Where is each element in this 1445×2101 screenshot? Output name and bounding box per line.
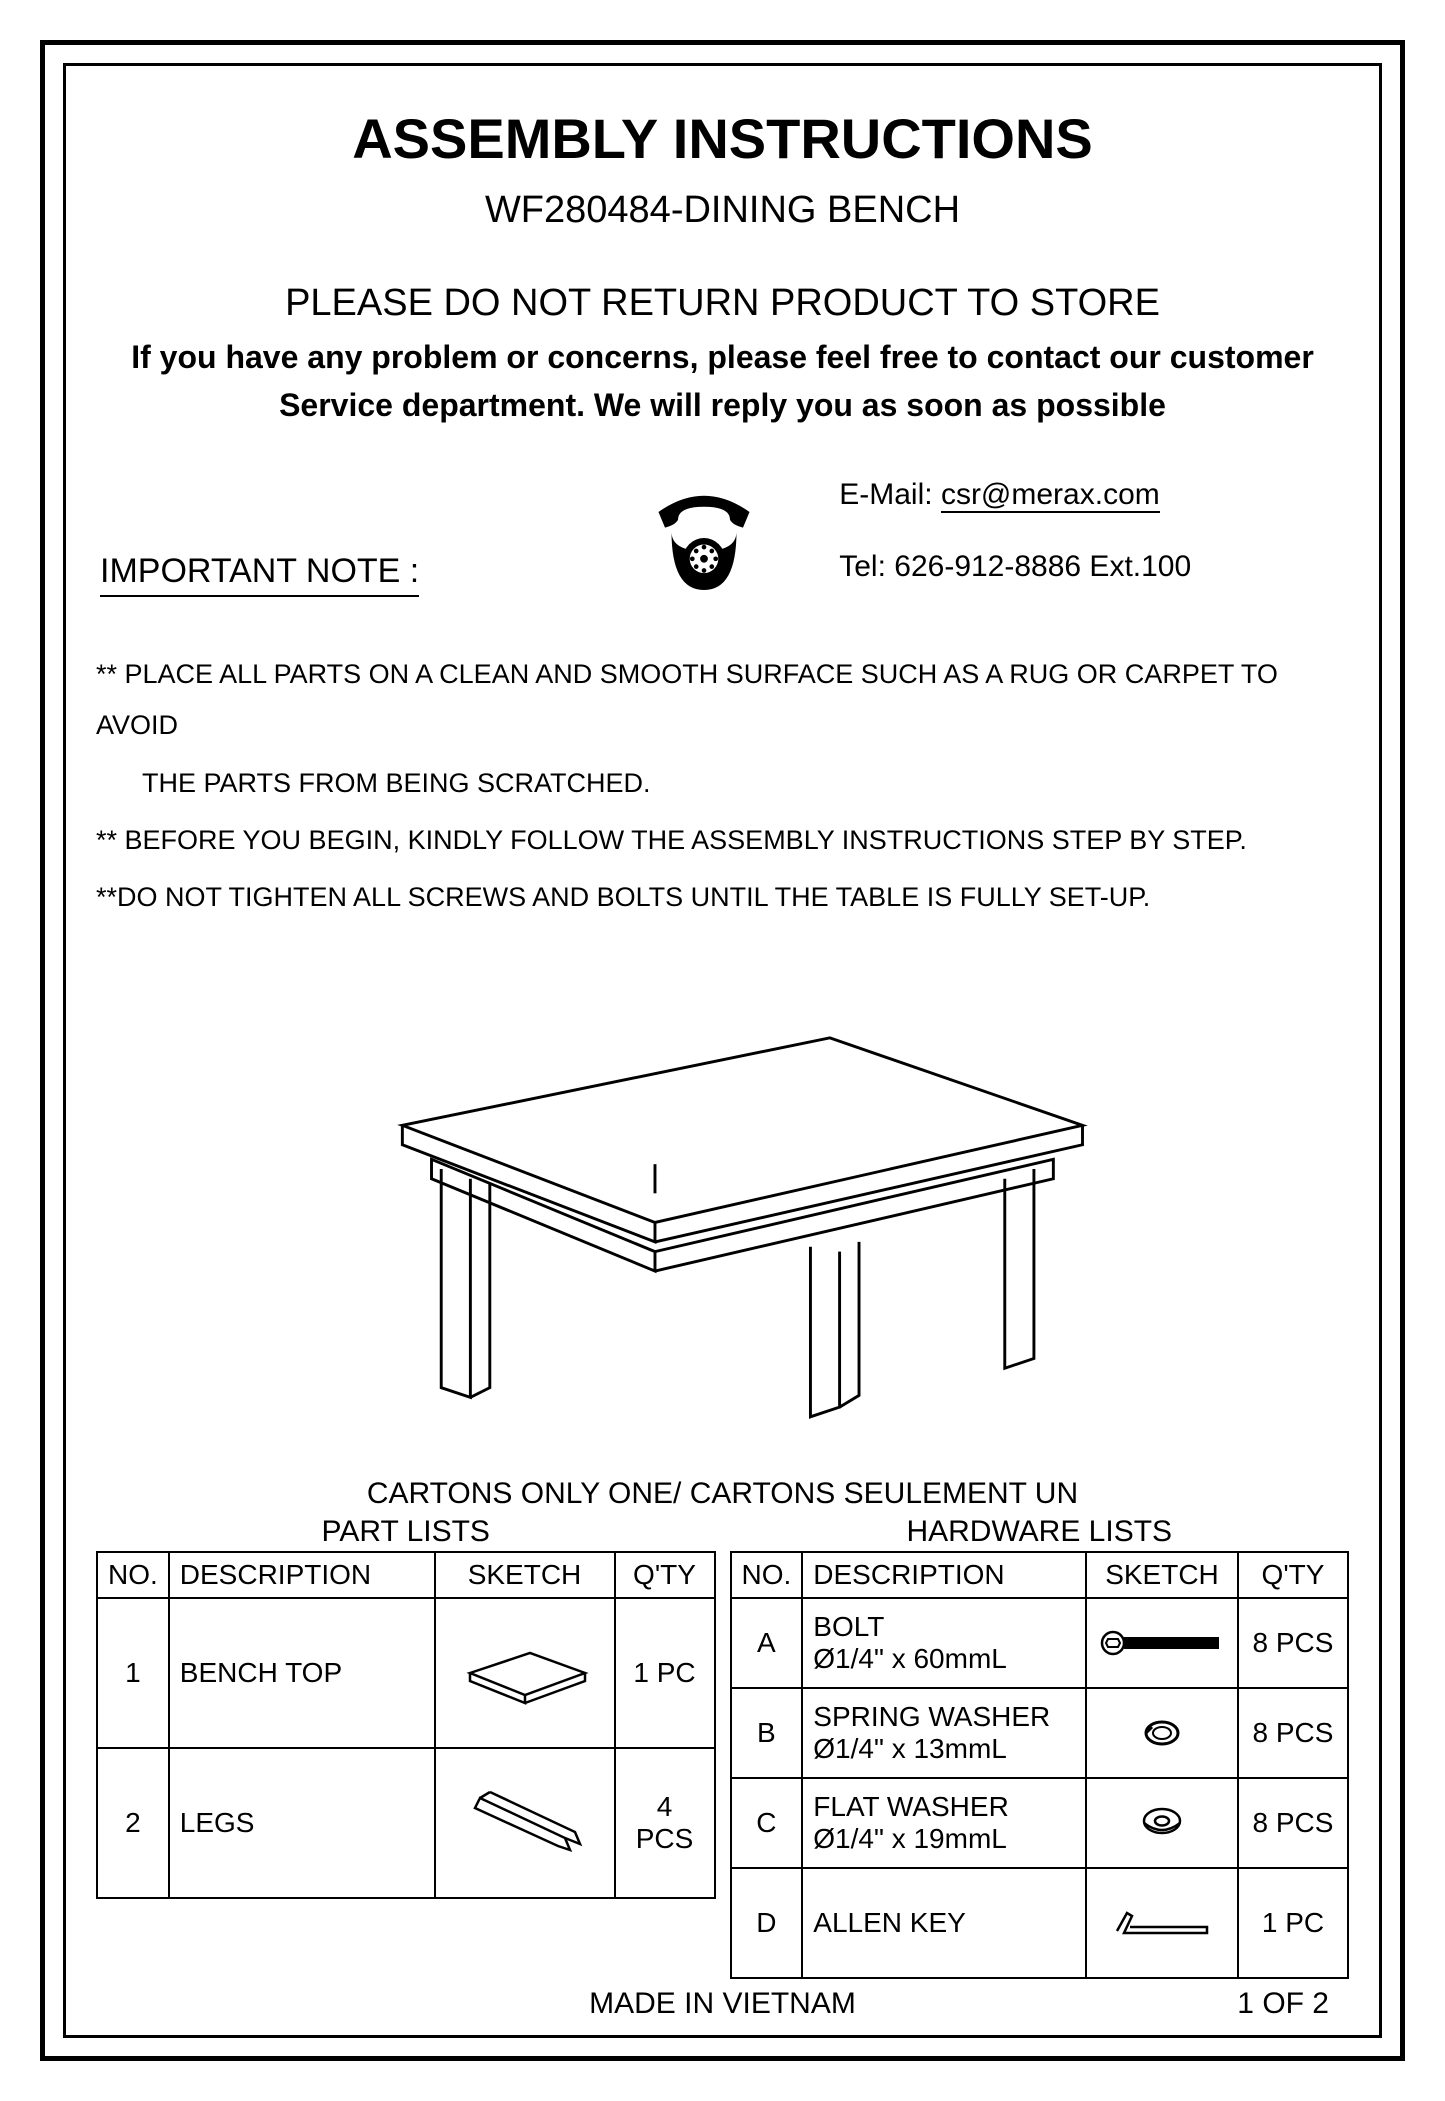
hw-desc-line2: Ø1/4" x 60mmL <box>813 1643 1007 1674</box>
hw-desc-line1: FLAT WASHER <box>813 1791 1009 1822</box>
hardware-row-A: A BOLT Ø1/4" x 60mmL <box>731 1598 1349 1688</box>
lists-row: PART LISTS NO. DESCRIPTION SKETCH Q'TY 1… <box>96 1515 1349 1979</box>
notice-body: If you have any problem or concerns, ple… <box>96 333 1349 429</box>
part-sketch-legs <box>435 1748 615 1898</box>
hw-qty: 1 PC <box>1238 1868 1348 1978</box>
footer-page: 1 OF 2 <box>1189 1987 1329 2021</box>
hw-no: B <box>731 1688 803 1778</box>
notes-block: ** PLACE ALL PARTS ON A CLEAN AND SMOOTH… <box>96 643 1349 929</box>
hw-no: D <box>731 1868 803 1978</box>
hardware-lists-heading: HARDWARE LISTS <box>730 1515 1350 1549</box>
part-lists-col: PART LISTS NO. DESCRIPTION SKETCH Q'TY 1… <box>96 1515 716 1979</box>
title: ASSEMBLY INSTRUCTIONS <box>96 106 1349 171</box>
part-lists-table: NO. DESCRIPTION SKETCH Q'TY 1 BENCH TOP <box>96 1551 716 1899</box>
inner-border: ASSEMBLY INSTRUCTIONS WF280484-DINING BE… <box>63 63 1382 2038</box>
cartons-title: CARTONS ONLY ONE/ CARTONS SEULEMENT UN <box>96 1477 1349 1511</box>
hardware-row-D: D ALLEN KEY 1 PC <box>731 1868 1349 1978</box>
hw-desc-line1: ALLEN KEY <box>813 1907 966 1938</box>
email-label: E-Mail: <box>839 478 941 511</box>
hw-desc-line2: Ø1/4" x 19mmL <box>813 1823 1007 1854</box>
note-1b: THE PARTS FROM BEING SCRATCHED. <box>142 758 1349 809</box>
table-header-row: NO. DESCRIPTION SKETCH Q'TY <box>97 1552 715 1598</box>
product-code: WF280484-DINING BENCH <box>96 189 1349 232</box>
col-sketch: SKETCH <box>1086 1552 1238 1598</box>
hardware-lists-col: HARDWARE LISTS NO. DESCRIPTION SKETCH Q'… <box>730 1515 1350 1979</box>
part-no: 2 <box>97 1748 169 1898</box>
hw-sketch-spring-washer <box>1086 1688 1238 1778</box>
note-1a: ** PLACE ALL PARTS ON A CLEAN AND SMOOTH… <box>96 649 1349 752</box>
notice-line1: If you have any problem or concerns, ple… <box>131 339 1314 375</box>
footer-spacer <box>116 1987 256 2021</box>
part-row-1: 1 BENCH TOP <box>97 1598 715 1748</box>
col-description: DESCRIPTION <box>802 1552 1086 1598</box>
hw-desc: ALLEN KEY <box>802 1868 1086 1978</box>
bench-illustration <box>273 999 1173 1427</box>
hw-desc-line2: Ø1/4" x 13mmL <box>813 1733 1007 1764</box>
part-qty: 4 PCS <box>615 1748 715 1898</box>
part-sketch-benchtop <box>435 1598 615 1748</box>
email-value: csr@merax.com <box>941 478 1160 513</box>
outer-border: ASSEMBLY INSTRUCTIONS WF280484-DINING BE… <box>40 40 1405 2061</box>
part-no: 1 <box>97 1598 169 1748</box>
contact-row: IMPORTANT NOTE : <box>96 459 1349 603</box>
hardware-row-C: C FLAT WASHER Ø1/4" x 19mmL <box>731 1778 1349 1868</box>
hw-desc: SPRING WASHER Ø1/4" x 13mmL <box>802 1688 1086 1778</box>
hw-desc-line1: BOLT <box>813 1611 884 1642</box>
hw-sketch-allen-key <box>1086 1868 1238 1978</box>
col-no: NO. <box>97 1552 169 1598</box>
col-sketch: SKETCH <box>435 1552 615 1598</box>
col-no: NO. <box>731 1552 803 1598</box>
note-3: **DO NOT TIGHTEN ALL SCREWS AND BOLTS UN… <box>96 872 1349 923</box>
hw-sketch-bolt <box>1086 1598 1238 1688</box>
important-note-label: IMPORTANT NOTE : <box>100 552 419 597</box>
hw-qty: 8 PCS <box>1238 1688 1348 1778</box>
part-qty: 1 PC <box>615 1598 715 1748</box>
page: ASSEMBLY INSTRUCTIONS WF280484-DINING BE… <box>0 0 1445 2101</box>
col-qty: Q'TY <box>615 1552 715 1598</box>
part-desc: BENCH TOP <box>169 1598 435 1748</box>
notice-heading: PLEASE DO NOT RETURN PRODUCT TO STORE <box>96 282 1349 325</box>
footer-made-in: MADE IN VIETNAM <box>256 1987 1189 2021</box>
hardware-row-B: B SPRING WASHER Ø1/4" x 13mmL <box>731 1688 1349 1778</box>
hw-desc-line1: SPRING WASHER <box>813 1701 1050 1732</box>
email-line: E-Mail: csr@merax.com <box>839 459 1191 531</box>
phone-icon <box>639 473 769 603</box>
tel-line: Tel: 626-912-8886 Ext.100 <box>839 531 1191 603</box>
col-description: DESCRIPTION <box>169 1552 435 1598</box>
part-desc: LEGS <box>169 1748 435 1898</box>
footer-row: MADE IN VIETNAM 1 OF 2 <box>96 1987 1349 2025</box>
col-qty: Q'TY <box>1238 1552 1348 1598</box>
notice-line2: Service department. We will reply you as… <box>279 387 1166 423</box>
part-lists-heading: PART LISTS <box>96 1515 716 1549</box>
hw-no: C <box>731 1778 803 1868</box>
hw-desc: BOLT Ø1/4" x 60mmL <box>802 1598 1086 1688</box>
hardware-lists-table: NO. DESCRIPTION SKETCH Q'TY A BOLT Ø1/4"… <box>730 1551 1350 1979</box>
important-note-wrap: IMPORTANT NOTE : <box>96 552 419 603</box>
hw-qty: 8 PCS <box>1238 1598 1348 1688</box>
part-row-2: 2 LEGS 4 PCS <box>97 1748 715 1898</box>
contact-info: E-Mail: csr@merax.com Tel: 626-912-8886 … <box>839 459 1191 603</box>
hw-sketch-flat-washer <box>1086 1778 1238 1868</box>
table-header-row: NO. DESCRIPTION SKETCH Q'TY <box>731 1552 1349 1598</box>
hw-no: A <box>731 1598 803 1688</box>
note-2: ** BEFORE YOU BEGIN, KINDLY FOLLOW THE A… <box>96 815 1349 866</box>
hw-desc: FLAT WASHER Ø1/4" x 19mmL <box>802 1778 1086 1868</box>
hw-qty: 8 PCS <box>1238 1778 1348 1868</box>
